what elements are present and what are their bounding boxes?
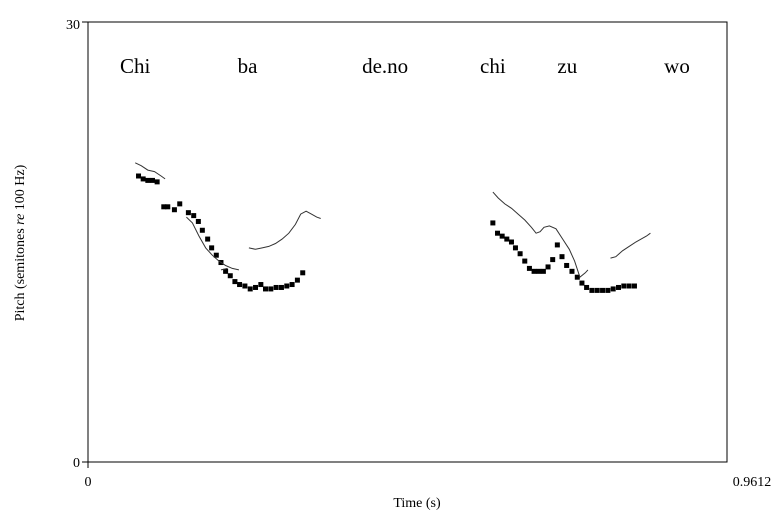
pitch-point-s0-1-1: [495, 230, 501, 236]
pitch-point-s0-0-6: [165, 204, 171, 210]
pitch-point-s0-1-19: [579, 280, 585, 286]
pitch-point-s0-0-17: [223, 268, 229, 274]
pitch-point-s0-1-23: [600, 287, 606, 293]
pitch-point-s0-0-29: [284, 283, 290, 289]
pitch-point-s0-0-31: [294, 277, 300, 283]
pitch-point-s0-1-3: [504, 236, 510, 242]
pitch-point-s0-1-9: [531, 268, 537, 274]
syllable-label-4: zu: [557, 54, 577, 78]
pitch-traces: [134, 162, 651, 293]
pitch-point-s0-1-12: [545, 264, 551, 270]
pitch-line-s1-2: [220, 267, 228, 271]
pitch-point-s0-0-7: [171, 207, 177, 213]
pitch-point-s0-0-8: [177, 201, 183, 207]
pitch-point-s0-0-9: [185, 210, 191, 216]
pitch-point-s0-0-14: [209, 245, 215, 251]
pitch-point-s0-0-21: [242, 283, 248, 289]
y-axis-title-part-2: re: [13, 214, 28, 225]
pitch-line-s1-4: [492, 191, 589, 279]
pitch-point-s0-0-10: [191, 213, 197, 219]
pitch-point-s0-0-1: [140, 176, 146, 182]
pitch-point-s0-0-22: [247, 286, 253, 292]
pitch-point-s0-1-16: [564, 262, 570, 268]
pitch-point-s0-0-0: [136, 173, 142, 179]
syllable-label-3: chi: [480, 54, 506, 78]
pitch-point-s0-0-24: [258, 282, 264, 288]
pitch-point-s0-1-0: [490, 220, 496, 226]
pitch-point-s0-1-18: [574, 274, 580, 280]
pitch-point-s0-1-26: [616, 284, 622, 290]
y-axis-title: Pitch (semitones re 100 Hz): [13, 164, 28, 321]
pitch-point-s0-1-5: [512, 245, 518, 251]
pitch-point-s0-0-13: [205, 236, 211, 242]
pitch-point-s0-1-15: [559, 254, 565, 260]
pitch-line-s1-5: [610, 232, 651, 259]
x-tick-start: 0: [85, 475, 92, 490]
y-tick-bottom: 0: [73, 456, 80, 471]
pitch-point-s0-0-2: [145, 177, 151, 183]
pitch-point-s0-0-19: [232, 279, 238, 285]
pitch-line-s1-3: [248, 210, 321, 250]
pitch-point-s0-0-32: [300, 270, 306, 276]
pitch-point-s0-1-28: [626, 283, 632, 289]
syllable-label-0: Chi: [120, 54, 151, 78]
plot-frame: [82, 21, 728, 468]
pitch-point-s0-0-23: [253, 284, 259, 290]
pitch-point-s0-1-10: [536, 268, 542, 274]
pitch-point-s0-1-17: [569, 268, 575, 274]
pitch-point-s0-1-7: [522, 258, 528, 264]
x-axis-title: Time (s): [393, 496, 441, 511]
pitch-line-s1-0: [134, 162, 166, 180]
pitch-point-s0-0-20: [237, 282, 243, 288]
pitch-point-s0-0-18: [227, 273, 233, 279]
pitch-point-s0-1-13: [550, 257, 556, 263]
pitch-point-s0-1-6: [517, 251, 523, 257]
pitch-point-s0-1-2: [499, 233, 505, 239]
pitch-point-s0-0-30: [289, 282, 295, 288]
pitch-point-s0-1-4: [508, 239, 514, 245]
pitch-point-s0-1-8: [526, 265, 532, 271]
pitch-point-s0-1-27: [621, 283, 627, 289]
syllable-labels: Chi ba de.no chi zu wo: [120, 54, 690, 78]
pitch-point-s0-1-21: [589, 287, 595, 293]
pitch-point-s0-0-11: [195, 218, 201, 224]
pitch-point-s0-0-15: [213, 252, 219, 258]
pitch-point-s0-1-29: [631, 283, 637, 289]
pitch-point-s0-1-24: [605, 287, 611, 293]
plot-border: [87, 21, 728, 463]
pitch-point-s0-1-20: [584, 284, 590, 290]
pitch-line-s1-1: [186, 216, 240, 271]
pitch-point-s0-0-3: [149, 177, 155, 183]
pitch-point-s0-0-12: [199, 227, 205, 233]
pitch-point-s0-1-25: [610, 286, 616, 292]
pitch-point-s0-0-27: [273, 284, 279, 290]
y-axis-title-part-1: Pitch (semitones: [13, 225, 28, 321]
pitch-point-s0-0-28: [278, 284, 284, 290]
pitch-point-s0-0-26: [268, 286, 274, 292]
pitch-point-s0-0-4: [154, 179, 160, 185]
y-axis-title-part-3: 100 Hz): [13, 164, 28, 213]
x-tick-end: 0.9612: [733, 475, 772, 490]
pitch-point-s0-0-25: [263, 286, 268, 292]
y-tick-top: 30: [66, 18, 80, 33]
pitch-point-s0-1-14: [554, 242, 560, 248]
syllable-label-2: de.no: [362, 54, 408, 78]
pitch-point-s0-1-22: [594, 287, 600, 293]
syllable-label-1: ba: [238, 54, 259, 78]
pitch-point-s0-0-5: [161, 204, 167, 210]
syllable-label-5: wo: [664, 54, 690, 78]
pitch-point-s0-1-11: [540, 268, 546, 274]
